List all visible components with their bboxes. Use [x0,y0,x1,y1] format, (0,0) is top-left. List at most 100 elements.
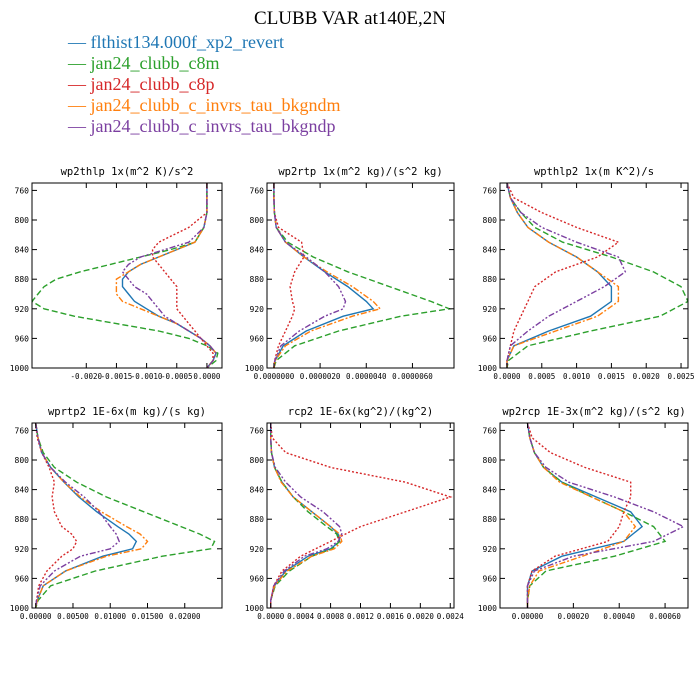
x-tick-label: 0.0020 [407,612,435,621]
panel-title: wp2thlp 1x(m^2 K)/s^2 [61,166,194,178]
panel-title: wpthlp2 1x(m K^2)/s [534,166,654,178]
series-line-4 [35,423,149,608]
panel-3: wpthlp2 1x(m K^2)/s 760 800 840 880 920 960 100… [478,166,695,381]
x-tick-label: 0.0004 [287,612,315,621]
x-tick-label: 0.0000060 [392,372,433,381]
y-tick-label: 800 [250,456,265,465]
x-tick-label: 0.02000 [169,612,201,621]
y-tick-label: 1000 [245,364,264,373]
y-tick-label: 1000 [478,364,497,373]
x-tick-label: -0.0020 [70,372,102,381]
y-tick-label: 960 [483,574,498,583]
page-title: CLUBB VAR at140E,2N [254,8,446,29]
y-tick-label: 960 [483,334,498,343]
x-tick-label: 0.00040 [603,612,635,621]
y-tick-label: 800 [483,456,498,465]
y-tick-label: 800 [15,216,30,225]
series-line-2 [526,423,667,608]
series-line-1 [273,183,375,368]
legend: — flthist134.000f_xp2_revert — jan24_clu… [68,32,340,137]
series-line-5 [270,423,343,608]
y-tick-label: 1000 [10,604,29,613]
y-tick-label: 880 [15,515,30,524]
y-tick-label: 960 [250,334,265,343]
y-tick-label: 840 [483,246,498,255]
series-line-2 [273,183,453,368]
x-tick-label: 0.0000 [257,612,285,621]
panel-2: wp2rtp 1x(m^2 kg)/(s^2 kg) 760 800 840 880 92… [245,166,455,381]
y-tick-label: 960 [250,574,265,583]
x-tick-label: 0.0005 [528,372,555,381]
y-tick-label: 960 [15,334,30,343]
panel-5: rcp2 1E-6x(kg^2)/(kg^2) 760 800 840 880 920 96… [245,406,465,621]
series-line-3 [526,423,632,608]
series-line-5 [35,423,121,608]
y-tick-label: 880 [250,275,265,284]
series-line-3 [35,423,78,608]
y-tick-label: 880 [483,515,498,524]
panel-1: wp2thlp 1x(m^2 K)/s^2 760 800 840 880 920 960 1… [10,166,223,381]
series-line-2 [35,423,216,608]
panel-4: wprtp2 1E-6x(m kg)/(s kg) 760 800 840 880 920… [10,406,223,621]
y-tick-label: 840 [15,486,30,495]
y-tick-label: 840 [250,246,265,255]
y-tick-label: 760 [250,426,265,435]
series-line-4 [273,183,382,368]
series-line-5 [273,183,347,368]
x-tick-label: 0.01000 [94,612,126,621]
x-tick-label: 0.00060 [649,612,681,621]
x-tick-label: 0.0000 [193,372,221,381]
panel-title: wp2rcp 1E-3x(m^2 kg)/(s^2 kg) [502,406,685,418]
panel-title: wprtp2 1E-6x(m kg)/(s kg) [48,406,206,418]
x-tick-label: 0.00020 [558,612,590,621]
y-tick-label: 760 [483,426,498,435]
y-tick-label: 880 [250,515,265,524]
y-tick-label: 880 [15,275,30,284]
series-line-3 [273,183,305,368]
x-tick-label: 0.0025 [667,372,694,381]
x-tick-label: 0.0000 [493,372,521,381]
y-tick-label: 840 [483,486,498,495]
series-line-4 [115,183,217,368]
y-tick-label: 920 [250,545,265,554]
series-line-3 [270,423,453,608]
x-tick-label: 0.0008 [317,612,345,621]
legend-item-bkgndp: — jan24_clubb_c_invrs_tau_bkgndp [68,116,336,136]
series-line-1 [526,423,644,608]
x-tick-label: 0.0015 [598,372,625,381]
plot-frame [31,182,223,369]
series-line-2 [270,423,341,608]
x-tick-label: 0.00000 [20,612,52,621]
plot-frame [499,182,689,369]
plot-frame [266,422,455,609]
panel-6: wp2rcp 1E-3x(m^2 kg)/(s^2 kg) 760 800 840 88… [478,406,689,621]
x-tick-label: -0.0005 [161,372,193,381]
x-tick-label: 0.01500 [132,612,164,621]
legend-item-xp2-revert: — flthist134.000f_xp2_revert [68,32,284,52]
y-tick-label: 920 [483,305,498,314]
y-tick-label: 960 [15,574,30,583]
legend-item-c8m: — jan24_clubb_c8m [68,53,220,73]
plot-frame [499,422,689,609]
x-tick-label: 0.0010 [563,372,591,381]
y-tick-label: 880 [483,275,498,284]
x-tick-label: 0.00000 [512,612,544,621]
series-line-4 [506,183,620,368]
y-tick-label: 920 [250,305,265,314]
plot-frame [266,182,455,369]
y-tick-label: 760 [15,426,30,435]
x-tick-label: 0.0000040 [346,372,387,381]
y-tick-label: 760 [15,186,30,195]
x-tick-label: 0.0012 [347,612,374,621]
x-tick-label: 0.00500 [57,612,89,621]
x-tick-label: 0.0016 [377,612,405,621]
y-tick-label: 800 [483,216,498,225]
series-line-1 [506,183,613,368]
series-line-2 [506,183,688,368]
x-tick-label: 0.0000020 [300,372,341,381]
y-tick-label: 800 [250,216,265,225]
plot-frame [31,422,223,609]
series-line-4 [526,423,637,608]
y-tick-label: 840 [15,246,30,255]
